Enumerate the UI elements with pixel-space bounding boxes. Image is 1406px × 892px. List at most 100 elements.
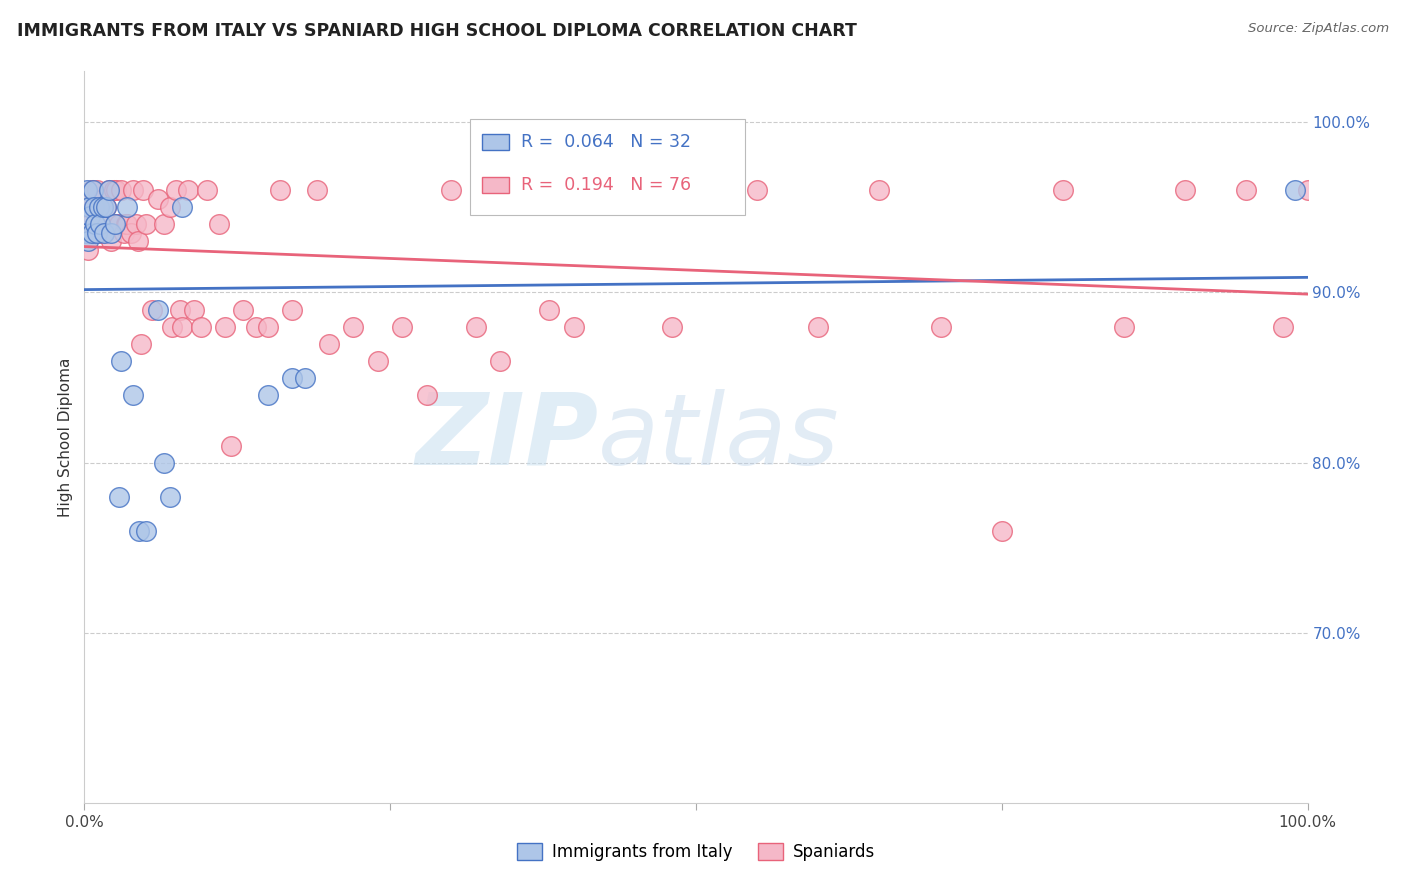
Point (153, 218, 176, 232)
Point (869, 183, 891, 197)
Point (89, 218, 111, 232)
Point (80, 226, 103, 240)
Point (75, 226, 97, 240)
Point (440, 183, 463, 197)
Point (929, 319, 952, 334)
Point (115, 218, 138, 232)
Point (122, 183, 145, 197)
Point (538, 302, 561, 317)
Point (318, 336, 340, 351)
Point (172, 319, 194, 334)
Point (257, 387, 280, 401)
Point (141, 302, 163, 317)
Point (127, 235, 149, 249)
Point (190, 319, 212, 334)
FancyBboxPatch shape (482, 177, 509, 193)
Point (208, 218, 231, 232)
Point (991, 524, 1014, 538)
Point (76, 183, 98, 197)
Point (82, 226, 104, 240)
Point (84, 218, 107, 232)
Point (1114, 319, 1136, 334)
Point (1052, 183, 1074, 197)
Y-axis label: High School Diploma: High School Diploma (58, 358, 73, 516)
Point (86, 226, 108, 240)
Point (77, 201, 100, 215)
Point (281, 302, 304, 317)
Point (110, 353, 132, 368)
Text: ZIP: ZIP (415, 389, 598, 485)
Point (90, 218, 112, 232)
Point (129, 336, 152, 351)
Point (120, 226, 142, 240)
Point (747, 183, 769, 197)
Point (685, 183, 707, 197)
Point (104, 218, 127, 232)
Point (294, 370, 316, 384)
Point (464, 319, 486, 334)
Point (79, 209, 101, 223)
Point (1174, 183, 1197, 197)
Point (103, 183, 125, 197)
Point (125, 218, 148, 232)
Point (97, 183, 120, 197)
Point (96, 201, 118, 215)
Point (107, 490, 129, 504)
Point (83, 201, 105, 215)
Point (281, 370, 304, 384)
Point (269, 183, 291, 197)
Point (77, 243, 100, 257)
FancyBboxPatch shape (482, 134, 509, 150)
Point (146, 192, 169, 206)
Point (135, 218, 157, 232)
Point (1272, 319, 1295, 334)
Point (93, 226, 115, 240)
Point (87, 201, 110, 215)
Point (305, 183, 328, 197)
Point (80, 183, 103, 197)
Point (115, 201, 138, 215)
Point (159, 490, 181, 504)
Point (87, 226, 110, 240)
Point (86, 183, 108, 197)
Point (97, 183, 120, 197)
Point (416, 387, 439, 401)
Point (391, 319, 413, 334)
Point (177, 183, 200, 197)
Point (562, 319, 585, 334)
Point (1284, 183, 1306, 197)
Point (232, 302, 254, 317)
Point (91, 201, 114, 215)
Point (79, 218, 101, 232)
Point (342, 319, 364, 334)
Point (110, 183, 132, 197)
Point (183, 302, 205, 317)
Point (83, 201, 105, 215)
Point (93, 226, 115, 240)
Point (82, 183, 104, 197)
Point (104, 218, 127, 232)
Point (172, 201, 194, 215)
Point (214, 319, 236, 334)
Point (96, 201, 118, 215)
Point (162, 319, 184, 334)
Point (132, 183, 155, 197)
Point (128, 524, 150, 538)
Point (112, 226, 135, 240)
Point (489, 353, 512, 368)
Point (245, 319, 267, 334)
Text: Source: ZipAtlas.com: Source: ZipAtlas.com (1249, 22, 1389, 36)
Point (257, 319, 280, 334)
Point (159, 201, 181, 215)
Legend: Immigrants from Italy, Spaniards: Immigrants from Italy, Spaniards (510, 836, 882, 868)
Point (219, 439, 242, 453)
Point (77, 235, 100, 249)
Point (100, 226, 122, 240)
Point (195, 183, 218, 197)
Point (146, 302, 169, 317)
Text: R =  0.064   N = 32: R = 0.064 N = 32 (522, 133, 692, 152)
Point (115, 218, 138, 232)
Point (76, 226, 98, 240)
Point (367, 353, 389, 368)
Text: R =  0.194   N = 76: R = 0.194 N = 76 (522, 176, 692, 194)
